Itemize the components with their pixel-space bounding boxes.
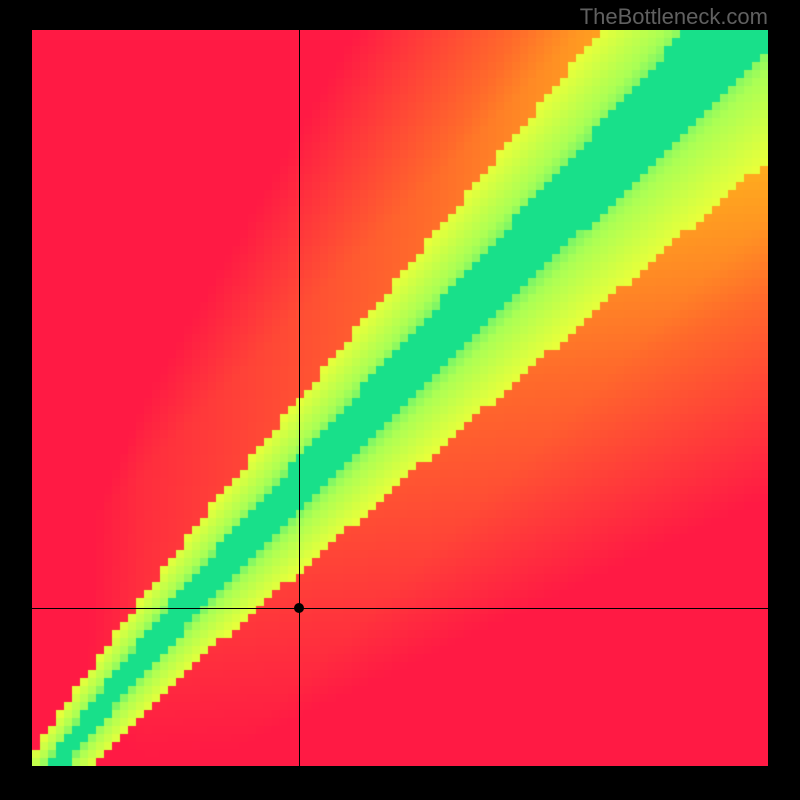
crosshair-horizontal: [32, 608, 768, 609]
heatmap-canvas: [32, 30, 768, 766]
heatmap-plot: [32, 30, 768, 766]
crosshair-vertical: [299, 30, 300, 766]
crosshair-dot: [294, 603, 304, 613]
watermark-text: TheBottleneck.com: [580, 4, 768, 30]
